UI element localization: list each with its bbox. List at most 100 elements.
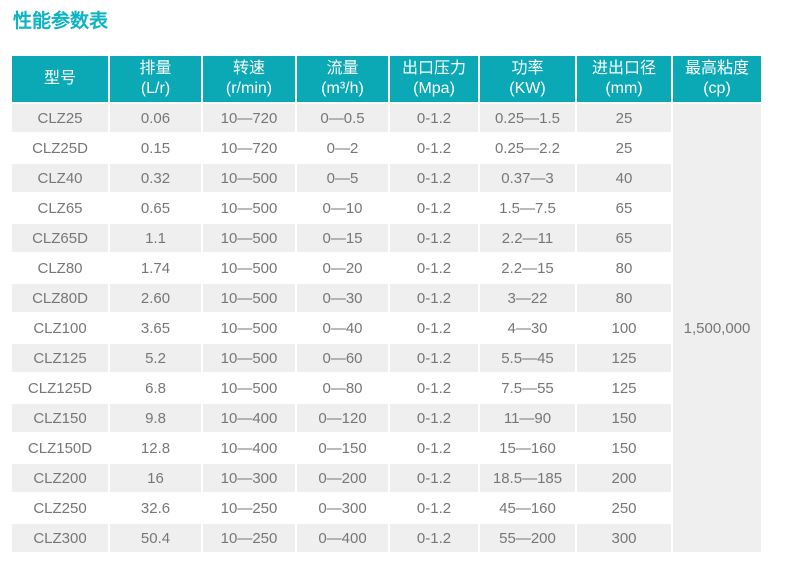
table-cell: 0-1.2 <box>390 434 478 462</box>
table-cell: 0—10 <box>297 194 388 222</box>
table-cell: 10—400 <box>203 434 295 462</box>
table-cell: 0—15 <box>297 224 388 252</box>
column-header-3: 转速 (r/min) <box>203 56 295 102</box>
table-cell: 40 <box>577 164 671 192</box>
table-cell: 150 <box>577 434 671 462</box>
table-cell: 5.5—45 <box>480 344 575 372</box>
table-row-clz65d: CLZ65D 1.1 10—500 0—15 0-1.2 2.2—11 65 <box>12 224 761 252</box>
table-cell: 7.5—55 <box>480 374 575 402</box>
column-header-label: 转速 <box>232 60 265 77</box>
max-viscosity-merged-cell: 1,500,000 <box>673 104 761 552</box>
model-cell: CLZ250 <box>12 494 108 522</box>
table-row-clz125: CLZ125 5.2 10—500 0—60 0-1.2 5.5—45 125 <box>12 344 761 372</box>
model-cell: CLZ80D <box>12 284 108 312</box>
column-header-unit: (r/min) <box>225 80 273 97</box>
column-header-7: 进出口径 (mm) <box>577 56 671 102</box>
model-cell: CLZ65D <box>12 224 108 252</box>
column-header-unit: (KW) <box>509 80 546 97</box>
column-header-label: 流量 <box>326 60 359 77</box>
table-cell: 0—80 <box>297 374 388 402</box>
table-cell: 1.74 <box>110 254 201 282</box>
table-cell: 300 <box>577 524 671 552</box>
table-cell: 5.2 <box>110 344 201 372</box>
model-cell: CLZ100 <box>12 314 108 342</box>
table-cell: 0-1.2 <box>390 224 478 252</box>
table-cell: 0—150 <box>297 434 388 462</box>
column-header-5: 出口压力 (Mpa) <box>390 56 478 102</box>
column-header-label: 型号 <box>43 70 76 87</box>
column-header-label: 功率 <box>511 60 544 77</box>
model-cell: CLZ125D <box>12 374 108 402</box>
table-cell: 0—300 <box>297 494 388 522</box>
column-header-label: 最高粘度 <box>684 60 749 77</box>
table-cell: 0-1.2 <box>390 374 478 402</box>
table-cell: 0.06 <box>110 104 201 132</box>
table-cell: 200 <box>577 464 671 492</box>
model-cell: CLZ40 <box>12 164 108 192</box>
table-cell: 32.6 <box>110 494 201 522</box>
table-cell: 15—160 <box>480 434 575 462</box>
table-cell: 0.32 <box>110 164 201 192</box>
table-cell: 10—500 <box>203 254 295 282</box>
column-header-label: 出口压力 <box>401 60 466 77</box>
table-cell: 55—200 <box>480 524 575 552</box>
table-cell: 10—300 <box>203 464 295 492</box>
table-cell: 0—40 <box>297 314 388 342</box>
table-cell: 0—0.5 <box>297 104 388 132</box>
model-cell: CLZ300 <box>12 524 108 552</box>
column-header-2: 排量 (L/r) <box>110 56 201 102</box>
table-cell: 0-1.2 <box>390 344 478 372</box>
table-cell: 2.2—15 <box>480 254 575 282</box>
model-cell: CLZ80 <box>12 254 108 282</box>
table-cell: 0—200 <box>297 464 388 492</box>
table-cell: 10—720 <box>203 104 295 132</box>
table-cell: 0.25—1.5 <box>480 104 575 132</box>
model-cell: CLZ125 <box>12 344 108 372</box>
table-cell: 65 <box>577 224 671 252</box>
table-cell: 0-1.2 <box>390 494 478 522</box>
column-header-6: 功率 (KW) <box>480 56 575 102</box>
table-cell: 0-1.2 <box>390 194 478 222</box>
table-cell: 10—400 <box>203 404 295 432</box>
table-cell: 10—500 <box>203 374 295 402</box>
table-cell: 3—22 <box>480 284 575 312</box>
table-cell: 0-1.2 <box>390 464 478 492</box>
column-header-label: 进出口径 <box>591 60 656 77</box>
table-cell: 125 <box>577 374 671 402</box>
table-cell: 10—250 <box>203 494 295 522</box>
table-cell: 1.1 <box>110 224 201 252</box>
table-cell: 0-1.2 <box>390 254 478 282</box>
table-cell: 2.2—11 <box>480 224 575 252</box>
table-cell: 0-1.2 <box>390 284 478 312</box>
model-cell: CLZ150 <box>12 404 108 432</box>
column-header-unit: (m³/h) <box>321 80 364 97</box>
table-header: 型号 排量 (L/r) 转速 (r/min) 流量 (m³/h) 出口压力 (Mpa) 功率 (KW… <box>12 56 761 102</box>
table-cell: 18.5—185 <box>480 464 575 492</box>
table-cell: 0.65 <box>110 194 201 222</box>
table-cell: 10—500 <box>203 284 295 312</box>
table-row-clz200: CLZ200 16 10—300 0—200 0-1.2 18.5—185 200 <box>12 464 761 492</box>
table-cell: 6.8 <box>110 374 201 402</box>
table-cell: 0.15 <box>110 134 201 162</box>
table-cell: 3.65 <box>110 314 201 342</box>
table-cell: 0-1.2 <box>390 404 478 432</box>
table-body: CLZ25 0.06 10—720 0—0.5 0-1.2 0.25—1.5 25 1,500… <box>12 104 761 552</box>
table-cell: 45—160 <box>480 494 575 522</box>
table-row-clz300: CLZ300 50.4 10—250 0—400 0-1.2 55—200 300 <box>12 524 761 552</box>
table-cell: 0—20 <box>297 254 388 282</box>
table-cell: 1.5—7.5 <box>480 194 575 222</box>
table-cell: 25 <box>577 104 671 132</box>
model-cell: CLZ150D <box>12 434 108 462</box>
table-cell: 65 <box>577 194 671 222</box>
table-row-clz40: CLZ40 0.32 10—500 0—5 0-1.2 0.37—3 40 <box>12 164 761 192</box>
table-cell: 0-1.2 <box>390 104 478 132</box>
table-cell: 0.25—2.2 <box>480 134 575 162</box>
column-header-unit: (Mpa) <box>413 80 455 97</box>
table-cell: 80 <box>577 284 671 312</box>
table-cell: 4—30 <box>480 314 575 342</box>
page-title: 性能参数表 <box>13 11 109 32</box>
table-cell: 0—400 <box>297 524 388 552</box>
table-cell: 10—720 <box>203 134 295 162</box>
performance-parameter-table: 型号 排量 (L/r) 转速 (r/min) 流量 (m³/h) 出口压力 (Mpa) 功率 (KW… <box>10 54 763 554</box>
table-header-row: 型号 排量 (L/r) 转速 (r/min) 流量 (m³/h) 出口压力 (Mpa) 功率 (KW… <box>12 56 761 102</box>
